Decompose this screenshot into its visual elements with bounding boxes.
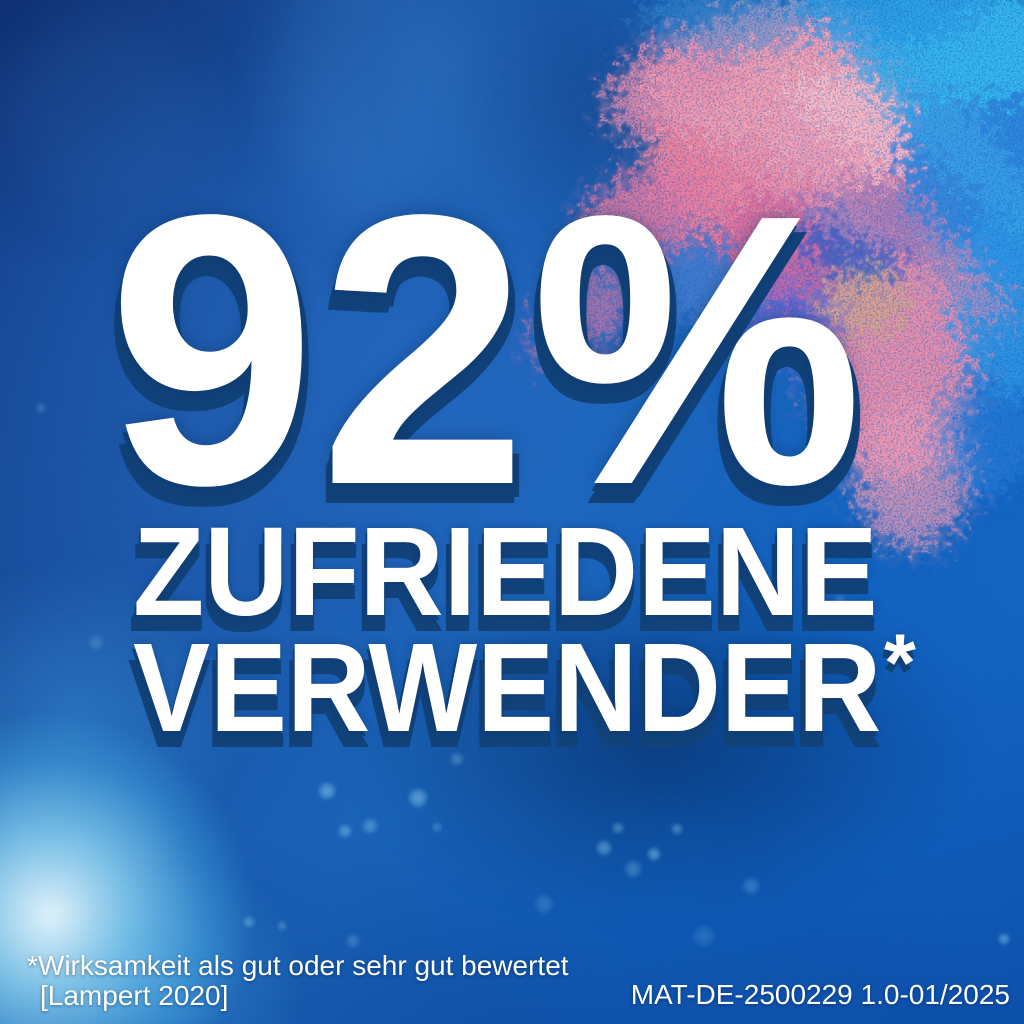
bokeh-dot <box>834 594 846 606</box>
bokeh-dot <box>36 403 46 413</box>
bokeh-dot <box>432 822 442 832</box>
headline-line1: ZUFRIEDENE <box>133 501 878 642</box>
footnote-line1: *Wirksamkeit als gut oder sehr gut bewer… <box>27 950 569 981</box>
bokeh-dot <box>624 860 642 878</box>
bokeh-dot <box>671 823 683 835</box>
bokeh-dot <box>168 728 180 740</box>
bokeh-dot <box>346 934 360 948</box>
bokeh-dot <box>998 933 1010 945</box>
headline-percent: 92% <box>108 134 868 565</box>
bokeh-dot <box>534 894 554 914</box>
bokeh-dot <box>362 818 378 834</box>
background-dark-cloud <box>350 570 970 920</box>
bokeh-dot <box>277 921 287 931</box>
bokeh-dot <box>596 840 612 856</box>
bokeh-dot <box>318 782 336 800</box>
footnote-line2: [Lampert 2020] <box>40 979 229 1011</box>
bokeh-dot <box>338 824 352 838</box>
bokeh-dot <box>243 916 255 928</box>
bokeh-dot <box>88 634 104 650</box>
background-light-band <box>420 0 540 210</box>
background-light-band <box>278 0 458 220</box>
bokeh-dot <box>450 752 464 766</box>
footnote: *Wirksamkeit als gut oder sehr gut bewer… <box>27 951 569 1011</box>
background-bokeh-large <box>10 20 200 210</box>
headline-line2: VERWENDER <box>133 617 882 758</box>
bokeh-dot <box>647 847 661 861</box>
bokeh-dot <box>742 877 760 895</box>
compliance-code: MAT-DE-2500229 1.0-01/2025 <box>630 979 1010 1010</box>
bokeh-dot <box>612 822 624 834</box>
bokeh-dot <box>692 924 716 948</box>
headline-asterisk: * <box>884 618 916 709</box>
bokeh-dot <box>408 788 428 808</box>
